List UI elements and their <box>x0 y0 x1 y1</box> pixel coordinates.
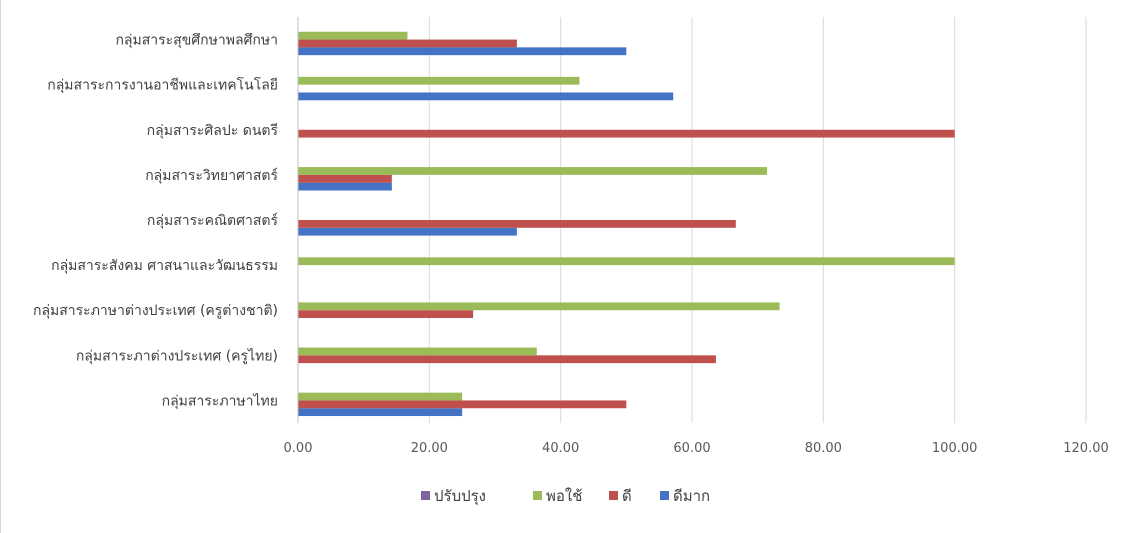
x-tick-label: 80.00 <box>805 441 842 456</box>
bar <box>298 47 627 56</box>
category-label: กลุ่มสาระสุขศึกษาพลศึกษา <box>115 33 278 49</box>
category-label: กลุ่มสาระภาษาไทย <box>162 392 278 409</box>
category-label: กลุ่มสาระวิทยาศาสตร์ <box>145 167 278 184</box>
bar <box>298 129 955 138</box>
bar <box>298 392 463 401</box>
bar <box>298 220 736 228</box>
x-tick-label: 120.00 <box>1063 441 1109 456</box>
category-label: กลุ่มสาระศิลปะ ดนตรี <box>147 123 279 139</box>
bars <box>298 31 955 417</box>
legend-swatch <box>533 491 542 500</box>
bar <box>298 174 392 183</box>
legend: ปรับปรุง พอใช้ ดี ดีมาก <box>421 487 710 506</box>
legend-swatch <box>660 491 669 500</box>
bar <box>298 31 408 40</box>
bar <box>298 400 627 409</box>
bar <box>298 355 716 364</box>
category-label: กลุ่มสาระคณิตศาสตร์ <box>147 212 279 229</box>
x-tick-label: 0.00 <box>284 441 313 456</box>
bar <box>298 302 780 311</box>
x-tick-label: 60.00 <box>673 441 710 456</box>
category-label: กลุ่มสาระการงานอาชีพและเทคโนโลยี <box>47 77 278 94</box>
bar <box>298 76 580 85</box>
bar <box>298 347 537 356</box>
bar <box>298 182 392 191</box>
bar <box>298 257 955 266</box>
x-tick-labels: 0.00 20.00 40.00 60.00 80.00 100.00 120.00 <box>284 441 1109 456</box>
bar <box>298 227 517 236</box>
bar <box>298 310 474 319</box>
bar <box>298 167 768 175</box>
bar <box>298 92 674 101</box>
legend-label: ดีมาก <box>673 487 710 505</box>
category-label: กลุ่มสาระสังคม ศาสนาและวัฒนธรรม <box>51 258 278 274</box>
legend-label: พอใช้ <box>546 487 582 505</box>
x-tick-label: 20.00 <box>411 441 448 456</box>
bar <box>298 408 463 417</box>
x-tick-label: 40.00 <box>542 441 579 456</box>
category-label: กลุ่มสาระภาต่างประเทศ (ครูไทย) <box>76 347 278 364</box>
legend-swatch <box>609 491 618 500</box>
legend-swatch <box>421 491 430 500</box>
legend-label: ปรับปรุง <box>434 487 486 506</box>
bar <box>298 39 517 48</box>
category-labels: กลุ่มสาระภาษาไทย กลุ่มสาระภาต่างประเทศ (ค… <box>33 33 279 410</box>
category-label: กลุ่มสาระภาษาต่างประเทศ (ครูต่างชาติ) <box>33 303 278 319</box>
legend-label: ดี <box>622 487 632 505</box>
x-tick-label: 100.00 <box>932 441 978 456</box>
